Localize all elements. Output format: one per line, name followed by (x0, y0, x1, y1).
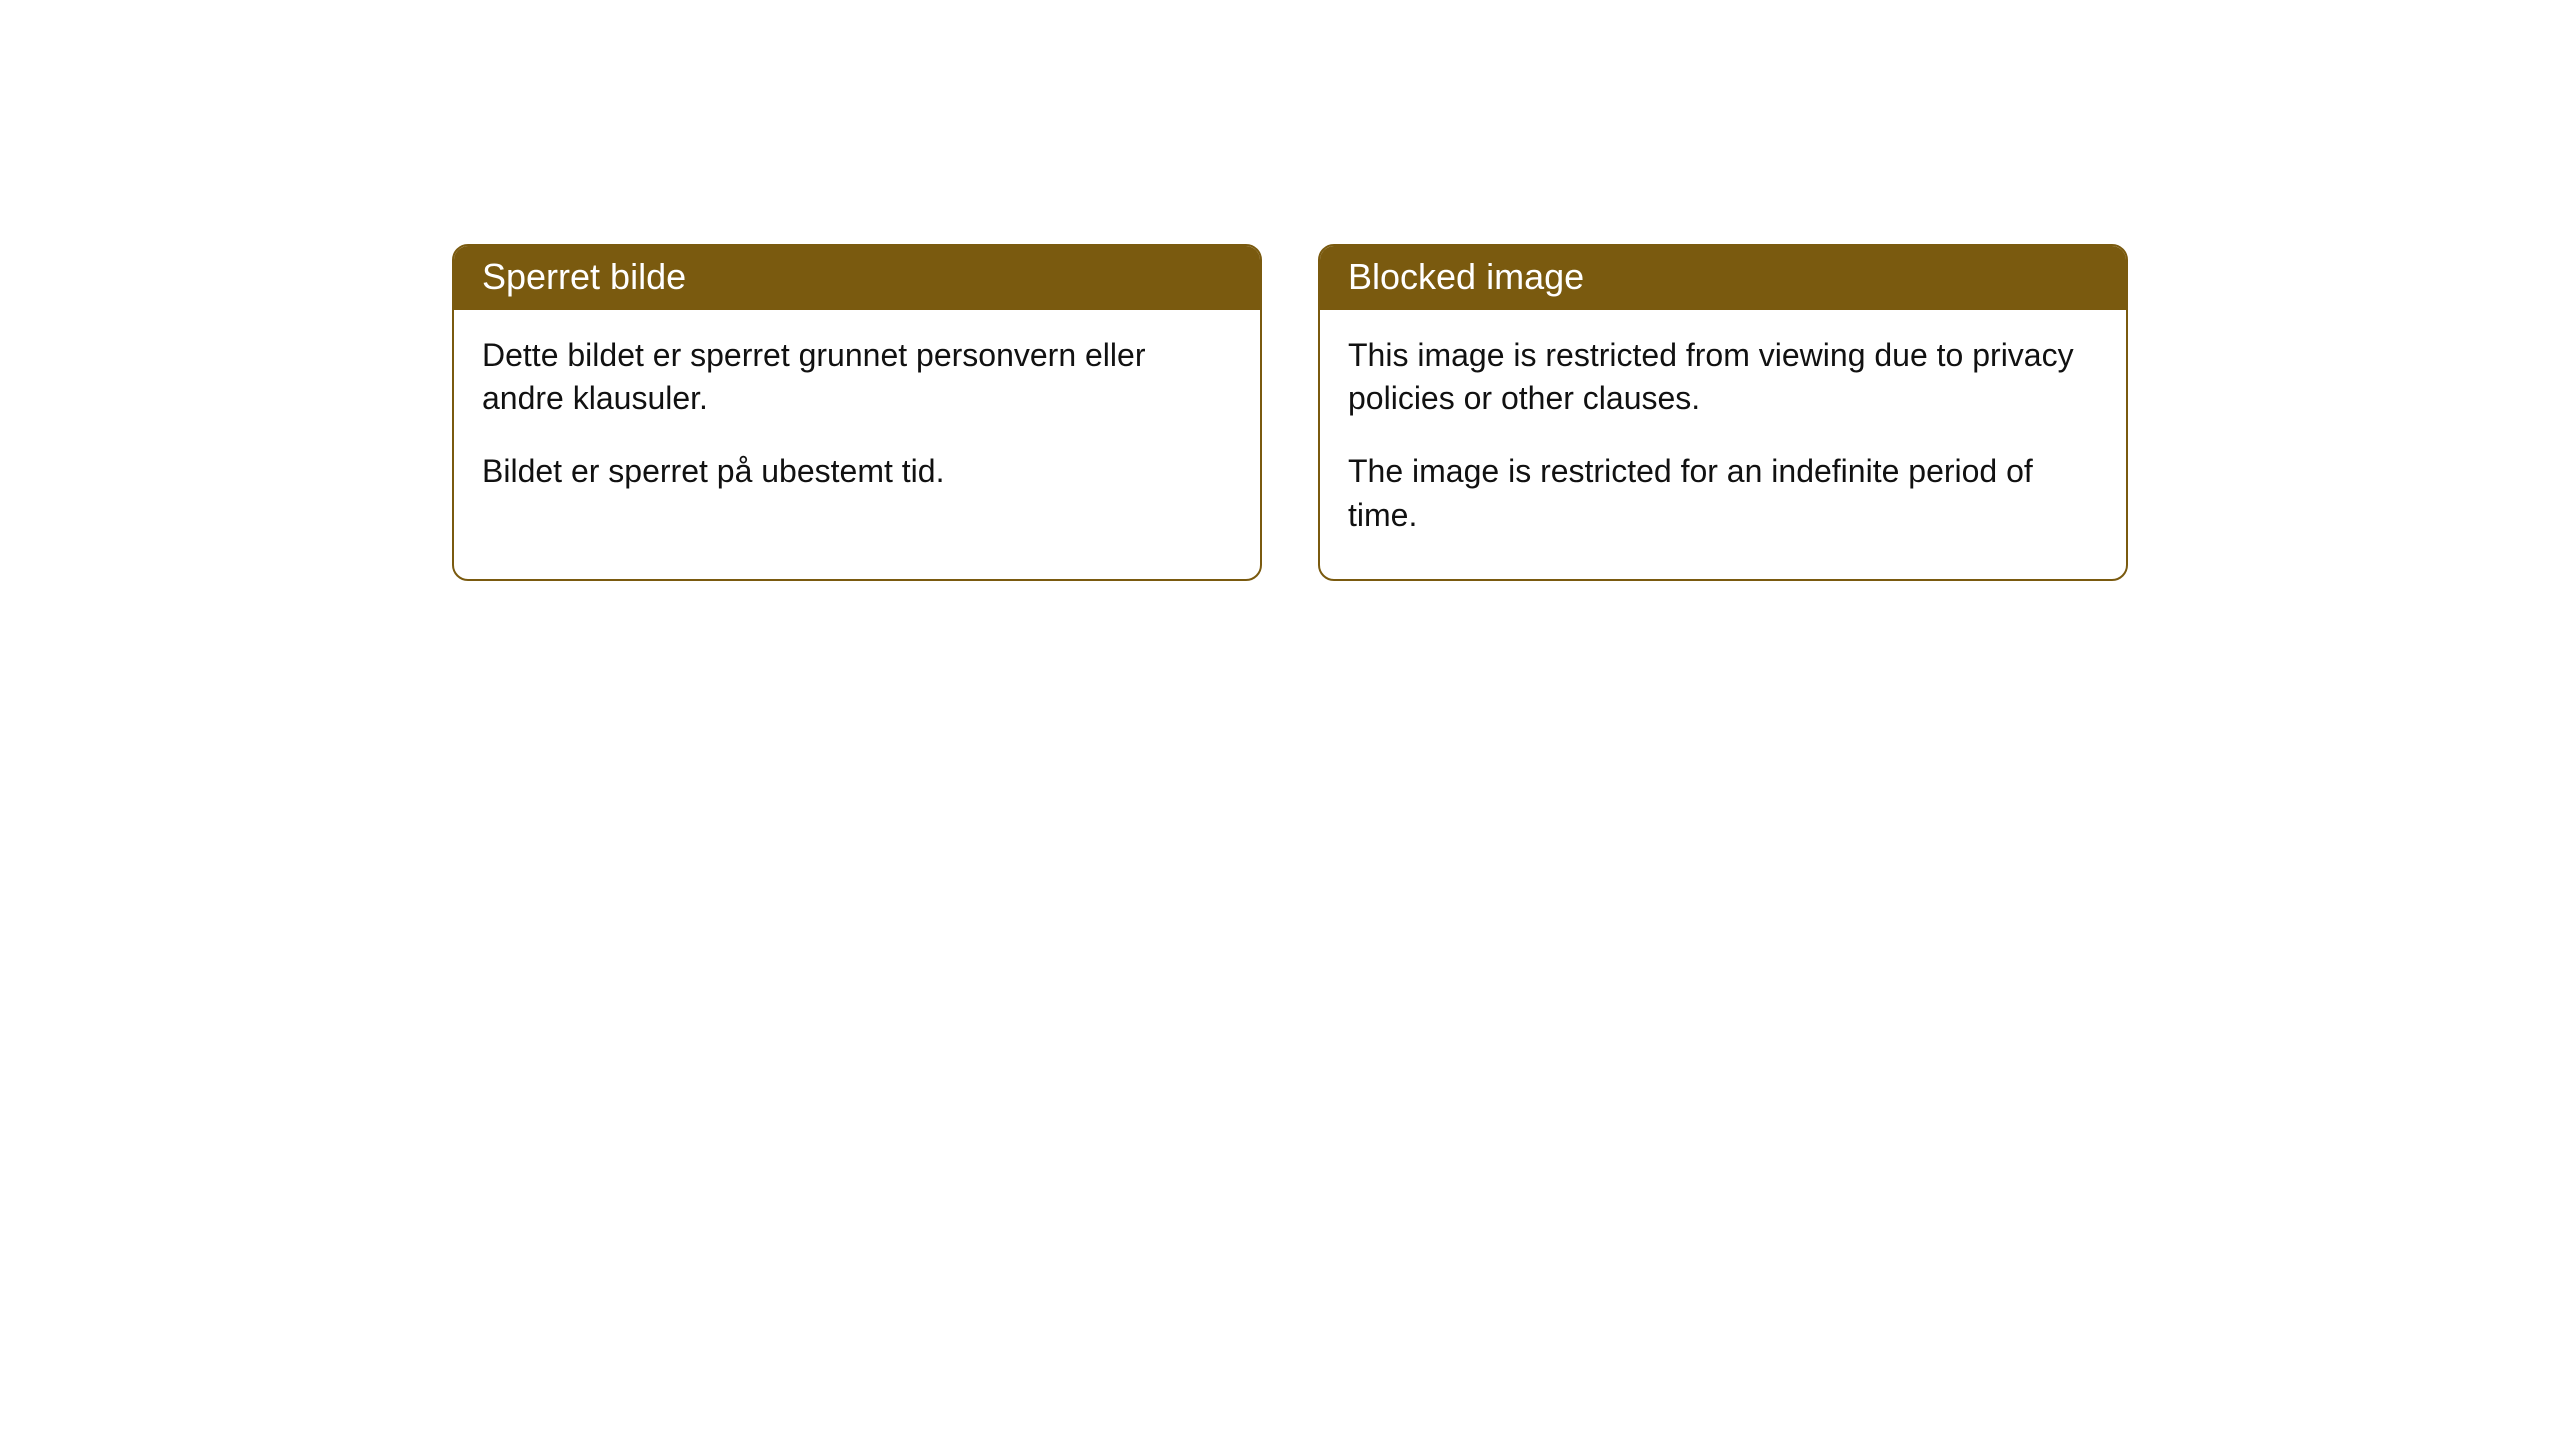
card-title: Blocked image (1320, 246, 2126, 310)
card-paragraph: Bildet er sperret på ubestemt tid. (482, 450, 1232, 493)
card-title: Sperret bilde (454, 246, 1260, 310)
card-paragraph: Dette bildet er sperret grunnet personve… (482, 334, 1232, 420)
card-paragraph: The image is restricted for an indefinit… (1348, 450, 2098, 536)
card-paragraph: This image is restricted from viewing du… (1348, 334, 2098, 420)
card-body: Dette bildet er sperret grunnet personve… (454, 310, 1260, 536)
blocked-image-card-no: Sperret bilde Dette bildet er sperret gr… (452, 244, 1262, 581)
notice-cards-row: Sperret bilde Dette bildet er sperret gr… (452, 244, 2128, 581)
card-body: This image is restricted from viewing du… (1320, 310, 2126, 579)
blocked-image-card-en: Blocked image This image is restricted f… (1318, 244, 2128, 581)
